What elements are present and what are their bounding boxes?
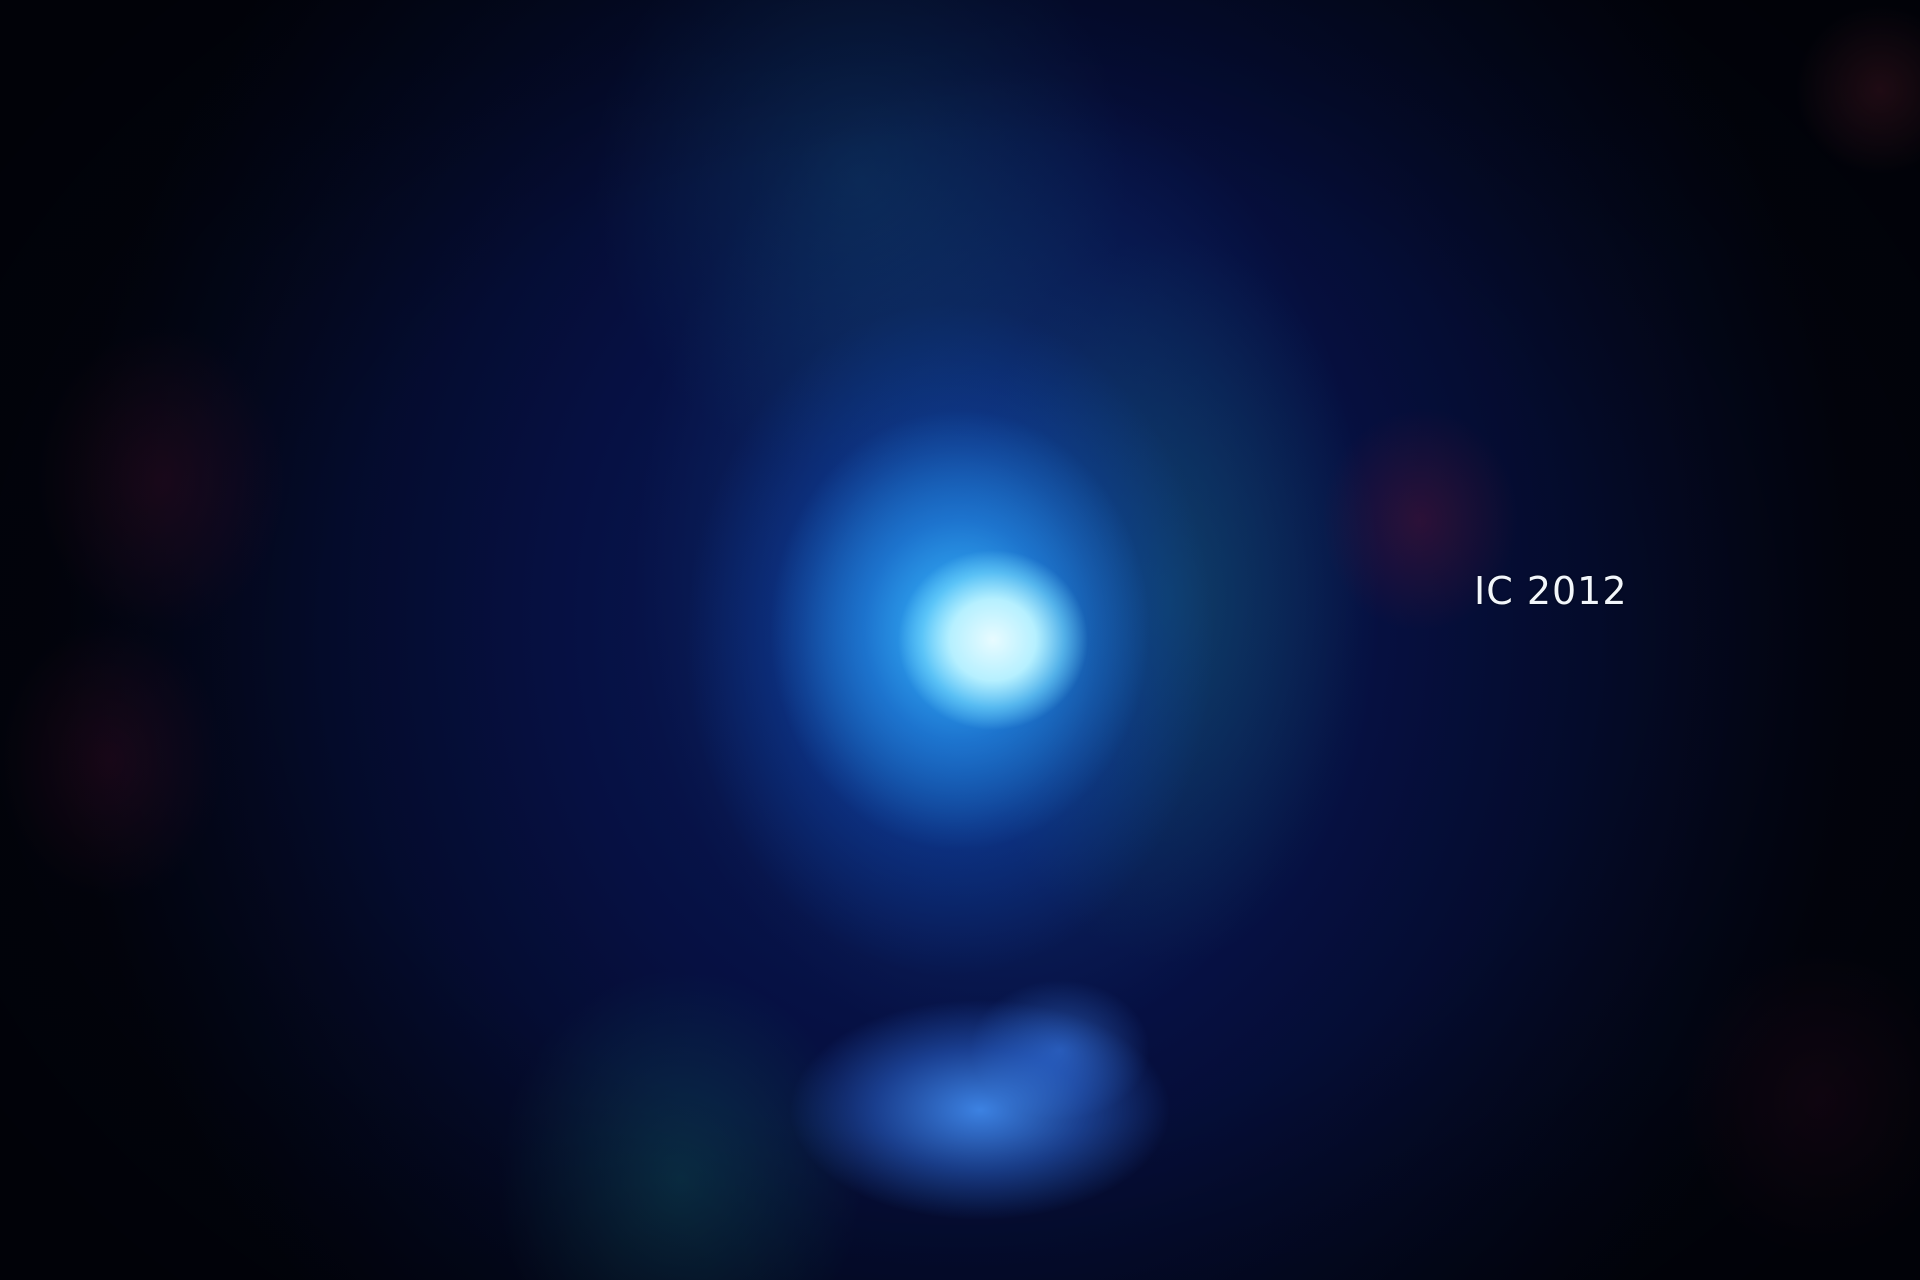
- object-label: IC 2012: [1474, 569, 1628, 613]
